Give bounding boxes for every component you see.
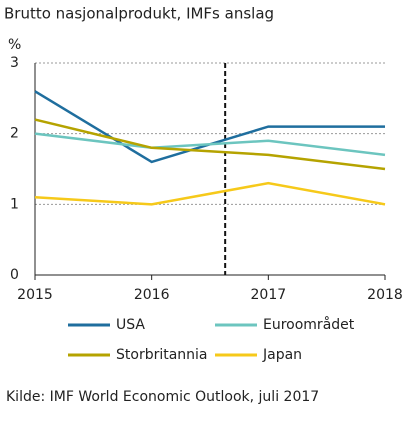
legend-label: Euroområdet <box>263 316 355 333</box>
y-tick-label: 3 <box>10 55 19 71</box>
series-line <box>34 118 386 171</box>
x-tick-label: 2015 <box>17 287 53 303</box>
x-tick-label: 2017 <box>251 287 287 303</box>
x-tick-label: 2018 <box>367 287 403 303</box>
y-tick-label: 1 <box>10 196 19 212</box>
x-tick-label: 2016 <box>134 287 170 303</box>
legend-label: Storbritannia <box>116 347 208 363</box>
series-line <box>34 181 386 206</box>
y-tick-label: 0 <box>10 267 19 283</box>
chart-title: Brutto nasjonalprodukt, IMFs anslag <box>4 5 274 23</box>
source: Kilde: IMF World Economic Outlook, juli … <box>6 389 319 405</box>
legend-label: Japan <box>262 347 302 363</box>
y-axis-label: % <box>8 37 21 53</box>
y-tick-label: 2 <box>10 126 19 142</box>
legend-label: USA <box>116 317 145 333</box>
series-line <box>34 132 386 157</box>
